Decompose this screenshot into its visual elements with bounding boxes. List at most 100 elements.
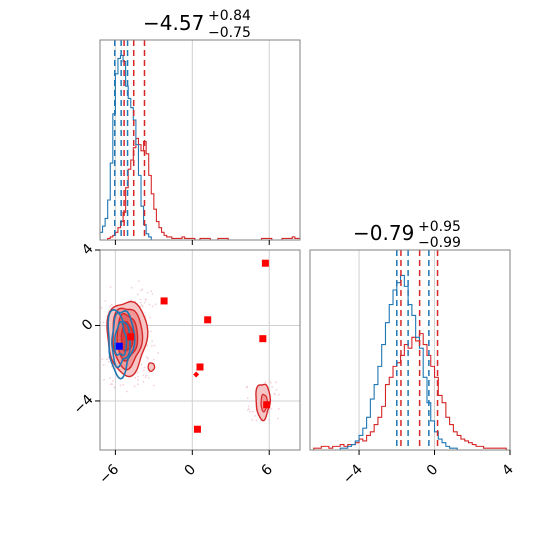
scatter-point [142, 380, 145, 383]
scatter-point [143, 366, 146, 369]
scatter-point [146, 344, 148, 347]
scatter-point [274, 393, 276, 396]
scatter-point [152, 384, 155, 387]
scatter-point [143, 301, 146, 304]
scatter-point [270, 381, 272, 384]
red-square-marker-7 [127, 333, 135, 341]
scatter-point [247, 408, 249, 411]
panel-1-frame [99, 39, 301, 241]
panel-3-tick-label-1: 0 [424, 462, 442, 480]
title-2-lower: −0.99 [418, 235, 461, 251]
scatter-point [100, 306, 103, 309]
scatter-point [109, 305, 111, 308]
scatter-point [136, 371, 139, 374]
scatter-point [145, 374, 148, 377]
scatter-point [109, 377, 111, 380]
panel-2-frame [99, 249, 301, 451]
scatter-point [246, 397, 249, 400]
scatter-point [251, 419, 254, 421]
scatter-point [125, 390, 128, 393]
scatter-point [101, 358, 104, 361]
panel-2-ytick-label-1: 0 [79, 316, 97, 334]
scatter-point [146, 291, 149, 294]
red-square-marker-4 [261, 259, 269, 267]
scatter-point [264, 381, 267, 384]
panel-2-xtick-label-1: 0 [182, 462, 200, 480]
panel-3-tick-label-0: −4 [340, 461, 366, 487]
scatter-point [247, 405, 250, 408]
scatter-point [147, 376, 150, 379]
scatter-point [149, 316, 152, 319]
blue-contour-level-2 [113, 320, 128, 357]
scatter-point [142, 369, 145, 372]
panel-2-ytick-label-0: 4 [79, 241, 97, 259]
scatter-point [134, 376, 137, 379]
title-2-value: −0.79 [353, 221, 414, 245]
scatter-point [142, 374, 145, 377]
scatter-point [248, 410, 251, 413]
scatter-point [104, 300, 107, 302]
scatter-point [153, 358, 155, 361]
scatter-point [277, 417, 279, 420]
scatter-point [153, 344, 156, 347]
scatter-point [110, 365, 113, 368]
title-param-1: −4.57 +0.84 −0.75 [143, 8, 251, 41]
panel-hist-param-1 [99, 39, 301, 245]
hist-2-blue-series [310, 274, 510, 450]
red-square-marker-5 [193, 425, 201, 433]
panel-3-frame [309, 249, 511, 451]
scatter-point [150, 290, 152, 293]
title-1-lower: −0.75 [208, 25, 251, 41]
scatter-point [251, 410, 254, 413]
scatter-point [141, 288, 144, 291]
blue-contour-level-1 [111, 311, 131, 369]
scatter-point [111, 383, 114, 386]
scatter-point [137, 280, 140, 283]
panel-1-ticks [114, 240, 270, 245]
blue-contour-level-0 [107, 308, 136, 380]
red-square-marker-0 [160, 297, 168, 305]
scatter-point [144, 298, 147, 301]
red-square-marker-3 [259, 335, 267, 343]
scatter-point [103, 378, 105, 381]
scatter-point [245, 386, 248, 389]
red-square-marker-6 [263, 401, 271, 409]
scatter-point [133, 385, 136, 388]
scatter-point [140, 301, 142, 304]
scatter-point [112, 380, 114, 382]
scatter-point [102, 321, 105, 324]
scatter-point [145, 356, 148, 358]
scatter-point [150, 330, 152, 333]
title-1-value: −4.57 [143, 11, 204, 35]
scatter-point [130, 286, 133, 289]
panel-hist-param-2: −4 0 4 [309, 249, 517, 487]
scatter-point [136, 383, 139, 386]
scatter-point [147, 357, 149, 360]
title-param-2: −0.79 +0.95 −0.99 [353, 219, 461, 251]
scatter-point [157, 352, 159, 354]
scatter-point [136, 293, 139, 296]
scatter-point [275, 381, 277, 384]
scatter-point [106, 358, 108, 361]
panel-2d-contour: −6 0 6 4 0 −4 [71, 241, 301, 487]
red-diamond-marker-0 [193, 371, 200, 378]
panel-3-ticks: −4 0 4 [340, 450, 517, 487]
scatter-point [267, 418, 270, 421]
scatter-point [137, 379, 139, 381]
hist-2-red-series [310, 333, 510, 450]
panel-2-content [100, 259, 280, 433]
scatter-point [137, 376, 139, 378]
scatter-point [107, 360, 110, 363]
scatter-point [119, 384, 122, 387]
scatter-point [270, 408, 273, 410]
scatter-point [151, 344, 153, 347]
red-contour-tail [147, 362, 156, 373]
panel-2-xtick-label-2: 6 [258, 461, 276, 479]
title-2-upper: +0.95 [418, 219, 461, 235]
scatter-point [144, 376, 147, 379]
red-square-marker-2 [204, 316, 212, 324]
scatter-point [122, 383, 125, 386]
scatter-point [148, 371, 151, 374]
panel-1-content [100, 40, 300, 240]
scatter-point [110, 303, 113, 306]
